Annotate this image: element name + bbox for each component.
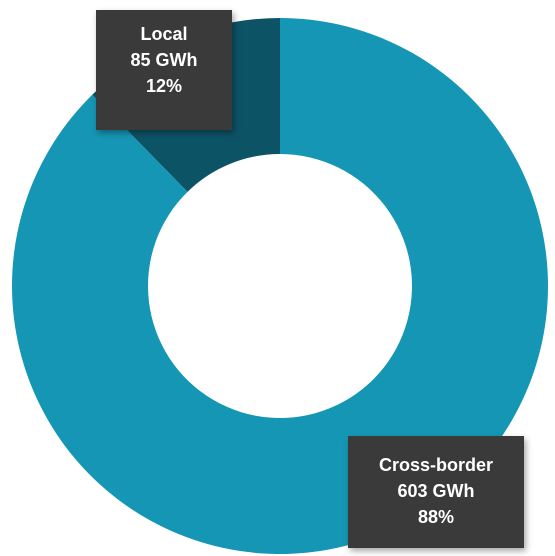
label-local-percent: 12% [145,76,183,96]
data-label-cross-border: Cross-border 603 GWh 88% [348,436,524,548]
label-cross-value: 603 GWh [397,481,475,501]
donut-slice-cross-border [11,18,548,555]
data-label-local: Local 85 GWh 12% [96,10,232,130]
label-cross-name: Cross-border [378,455,494,475]
label-local-value: 85 GWh [130,50,198,70]
label-local-name: Local [140,24,188,44]
label-cross-percent: 88% [417,507,455,527]
